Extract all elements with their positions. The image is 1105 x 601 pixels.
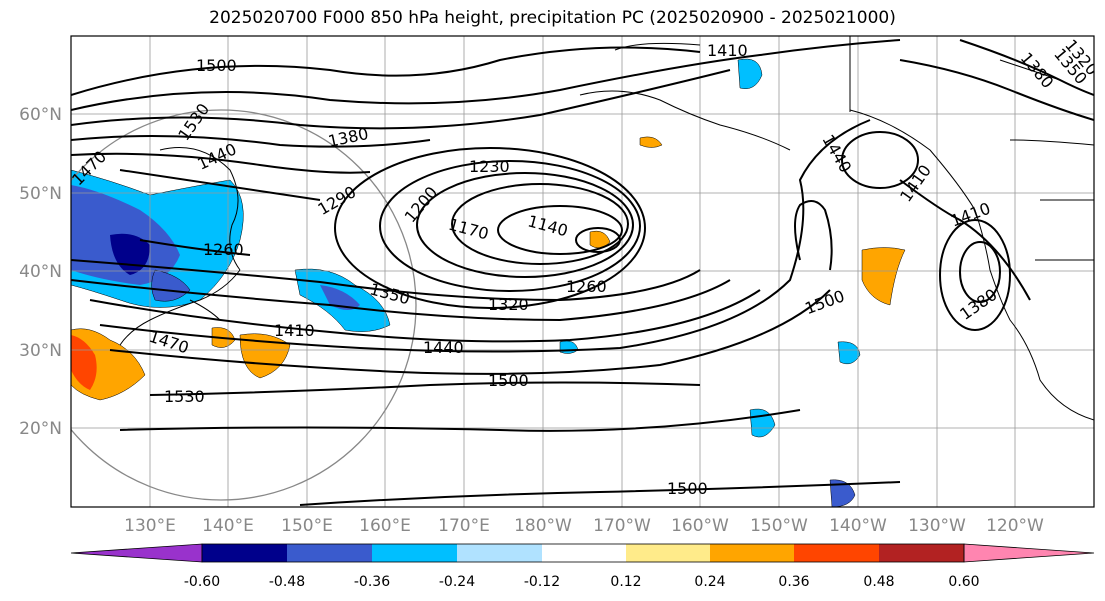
colorbar-overflow-triangle bbox=[963, 543, 1095, 563]
colorbar-tick: -0.36 bbox=[354, 574, 390, 590]
lon-label-140e: 140°E bbox=[202, 516, 254, 536]
colorbar-outline bbox=[201, 543, 965, 563]
latitude-labels: 60°N 50°N 40°N 30°N 20°N bbox=[19, 105, 62, 439]
colorbar-segment bbox=[626, 544, 710, 562]
contour-label: 1410 bbox=[274, 321, 315, 340]
contour-label: 1410 bbox=[707, 41, 748, 60]
contour-label: 1440 bbox=[423, 338, 464, 357]
contour-label: 1260 bbox=[566, 277, 607, 296]
map-frame bbox=[70, 35, 1095, 508]
lon-label-180w: 180°W bbox=[514, 516, 572, 536]
lon-label-150w: 150°W bbox=[750, 516, 808, 536]
colorbar-tick: -0.12 bbox=[524, 574, 560, 590]
colorbar-segment bbox=[542, 544, 626, 562]
colorbar-segment bbox=[794, 544, 879, 562]
lat-label-20n: 20°N bbox=[19, 419, 62, 439]
colorbar-tick: 0.12 bbox=[610, 574, 641, 590]
colorbar-tick: -0.60 bbox=[184, 574, 220, 590]
lon-label-170w: 170°W bbox=[593, 516, 651, 536]
contour-label: 1320 bbox=[488, 295, 529, 314]
reference-circle bbox=[71, 109, 417, 501]
lon-label-160w: 160°W bbox=[671, 516, 729, 536]
colorbar: -0.60 -0.48 -0.36 -0.24 -0.12 0.12 0.24 … bbox=[70, 543, 1095, 590]
contour-label: 1500 bbox=[667, 479, 708, 498]
colorbar-tick: -0.48 bbox=[269, 574, 305, 590]
lat-label-30n: 30°N bbox=[19, 341, 62, 361]
colorbar-segment bbox=[372, 544, 457, 562]
lat-label-40n: 40°N bbox=[19, 262, 62, 282]
contour-label: 1530 bbox=[164, 387, 205, 406]
colorbar-tick: 0.24 bbox=[694, 574, 725, 590]
colorbar-tick: 0.36 bbox=[778, 574, 809, 590]
lat-label-50n: 50°N bbox=[19, 184, 62, 204]
lon-label-160e: 160°E bbox=[359, 516, 411, 536]
colorbar-tick: 0.60 bbox=[948, 574, 979, 590]
colorbar-segment bbox=[879, 544, 964, 562]
lon-label-130w: 130°W bbox=[908, 516, 966, 536]
colorbar-ticks: -0.60 -0.48 -0.36 -0.24 -0.12 0.12 0.24 … bbox=[184, 574, 980, 590]
lon-label-130e: 130°E bbox=[124, 516, 176, 536]
colorbar-segment bbox=[710, 544, 794, 562]
lon-label-150e: 150°E bbox=[281, 516, 333, 536]
colorbar-tick: -0.24 bbox=[439, 574, 475, 590]
lat-label-60n: 60°N bbox=[19, 105, 62, 125]
contour-label: 1260 bbox=[203, 240, 244, 259]
height-contours bbox=[71, 39, 1094, 506]
colorbar-segment bbox=[202, 544, 287, 562]
colorbar-segment bbox=[287, 544, 372, 562]
longitude-labels: 130°E 140°E 150°E 160°E 170°E 180°W 170°… bbox=[124, 516, 1044, 536]
contour-label: 1500 bbox=[488, 371, 529, 390]
colorbar-tick: 0.48 bbox=[863, 574, 894, 590]
contour-label: 1230 bbox=[469, 157, 510, 176]
figure-title: 2025020700 F000 850 hPa height, precipit… bbox=[209, 8, 896, 28]
colorbar-segment bbox=[457, 544, 542, 562]
lon-label-140w: 140°W bbox=[829, 516, 887, 536]
colorbar-underflow-triangle bbox=[70, 543, 203, 563]
lon-label-120w: 120°W bbox=[986, 516, 1044, 536]
lon-label-170e: 170°E bbox=[438, 516, 490, 536]
contour-label: 1500 bbox=[196, 56, 237, 75]
